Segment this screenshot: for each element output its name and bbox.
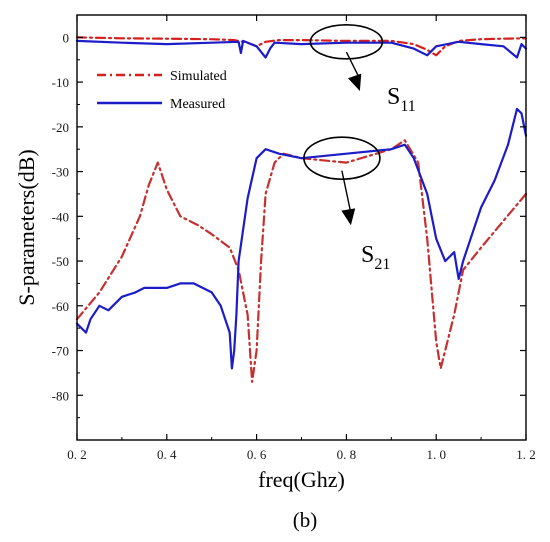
y-tick-label: -30 bbox=[52, 165, 69, 180]
annotation-ellipse-s11 bbox=[309, 24, 384, 60]
x-tick-label: 0. 6 bbox=[247, 447, 267, 462]
series-line-4 bbox=[75, 107, 528, 370]
legend-label-simulated: Simulated bbox=[170, 69, 227, 84]
annotation-label-s11: S11 bbox=[387, 84, 416, 115]
y-tick-label: -10 bbox=[52, 75, 69, 90]
annotation-arrow-head bbox=[341, 208, 356, 226]
x-axis-title: freq(Ghz) bbox=[258, 467, 345, 492]
x-tick-label: 1. 2 bbox=[516, 447, 536, 462]
annotation-arrow-head bbox=[348, 73, 362, 92]
legend: Simulated Measured bbox=[97, 69, 227, 112]
y-tick-label: -50 bbox=[52, 254, 69, 269]
y-tick-label: -20 bbox=[52, 120, 69, 135]
legend-label-measured: Measured bbox=[170, 97, 225, 112]
series-line-3 bbox=[75, 139, 528, 383]
x-tick-label: 1. 0 bbox=[426, 447, 446, 462]
x-tick-label: 0. 4 bbox=[157, 447, 177, 462]
annotation-label-s21: S21 bbox=[361, 242, 390, 273]
y-axis-title: S-parameters(dB) bbox=[14, 149, 39, 305]
annotation-arrow-line bbox=[341, 170, 352, 214]
axes: 0. 2 0. 4 0. 6 0. 8 1. 0 1. 2 0 -10 -20 -30 -40 -50… bbox=[52, 14, 536, 462]
y-tick-label: -40 bbox=[52, 209, 69, 224]
annotation-ellipse-s21 bbox=[303, 136, 381, 180]
y-tick-label: -80 bbox=[52, 388, 69, 403]
series-line-2 bbox=[75, 39, 528, 59]
plot-area bbox=[75, 15, 528, 440]
y-tick-label: -70 bbox=[52, 344, 69, 359]
x-tick-label: 0. 8 bbox=[337, 447, 357, 462]
x-tick-label: 0. 2 bbox=[67, 447, 87, 462]
y-tick-label: 0 bbox=[63, 30, 70, 45]
annotation-arrow-line bbox=[345, 51, 361, 80]
annotations: S11 S21 bbox=[303, 24, 416, 273]
plot-background bbox=[77, 15, 526, 440]
y-tick-label: -60 bbox=[52, 299, 69, 314]
figure-label: (b) bbox=[293, 508, 318, 532]
